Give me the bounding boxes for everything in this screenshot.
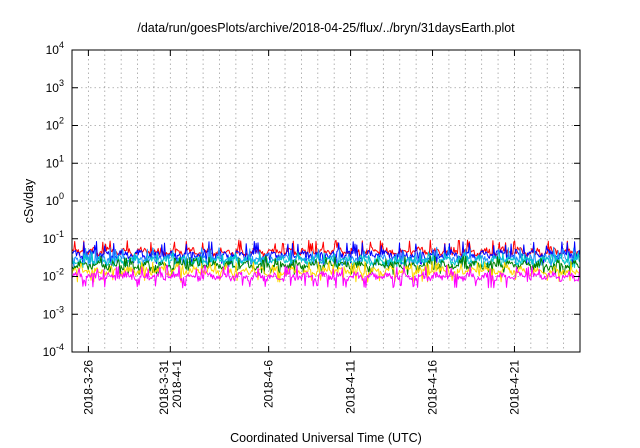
plot-frame	[71, 49, 581, 353]
x-tick-label: 2018-4-16	[426, 360, 440, 415]
y-tick-label: 10-1	[43, 229, 64, 246]
y-tick-label: 10-4	[43, 342, 64, 359]
grid-lines	[72, 50, 580, 352]
x-tick-label: 2018-4-21	[507, 360, 521, 415]
series-line	[71, 264, 581, 289]
y-tick-label: 102	[46, 116, 64, 133]
x-tick-label: 2018-3-31	[157, 360, 171, 415]
y-tick-label: 100	[46, 191, 64, 208]
series-lines	[71, 239, 581, 289]
y-tick-label: 101	[46, 153, 64, 170]
x-axis-label: Coordinated Universal Time (UTC)	[230, 431, 422, 445]
y-tick-label: 10-2	[43, 267, 64, 284]
y-tick-label: 10-3	[43, 304, 64, 321]
x-tick-label: 2018-4-6	[262, 360, 276, 408]
axis-ticks	[72, 49, 580, 353]
series-line	[71, 261, 581, 283]
x-tick-label: 2018-3-26	[81, 360, 95, 415]
x-tick-label: 2018-4-11	[344, 360, 358, 414]
y-tick-label: 104	[46, 40, 64, 57]
chart-title: /data/run/goesPlots/archive/2018-04-25/f…	[137, 21, 515, 35]
y-tick-label: 103	[46, 78, 64, 95]
x-tick-label: 2018-4-1	[170, 360, 184, 408]
y-axis-label: cSv/day	[22, 178, 36, 223]
